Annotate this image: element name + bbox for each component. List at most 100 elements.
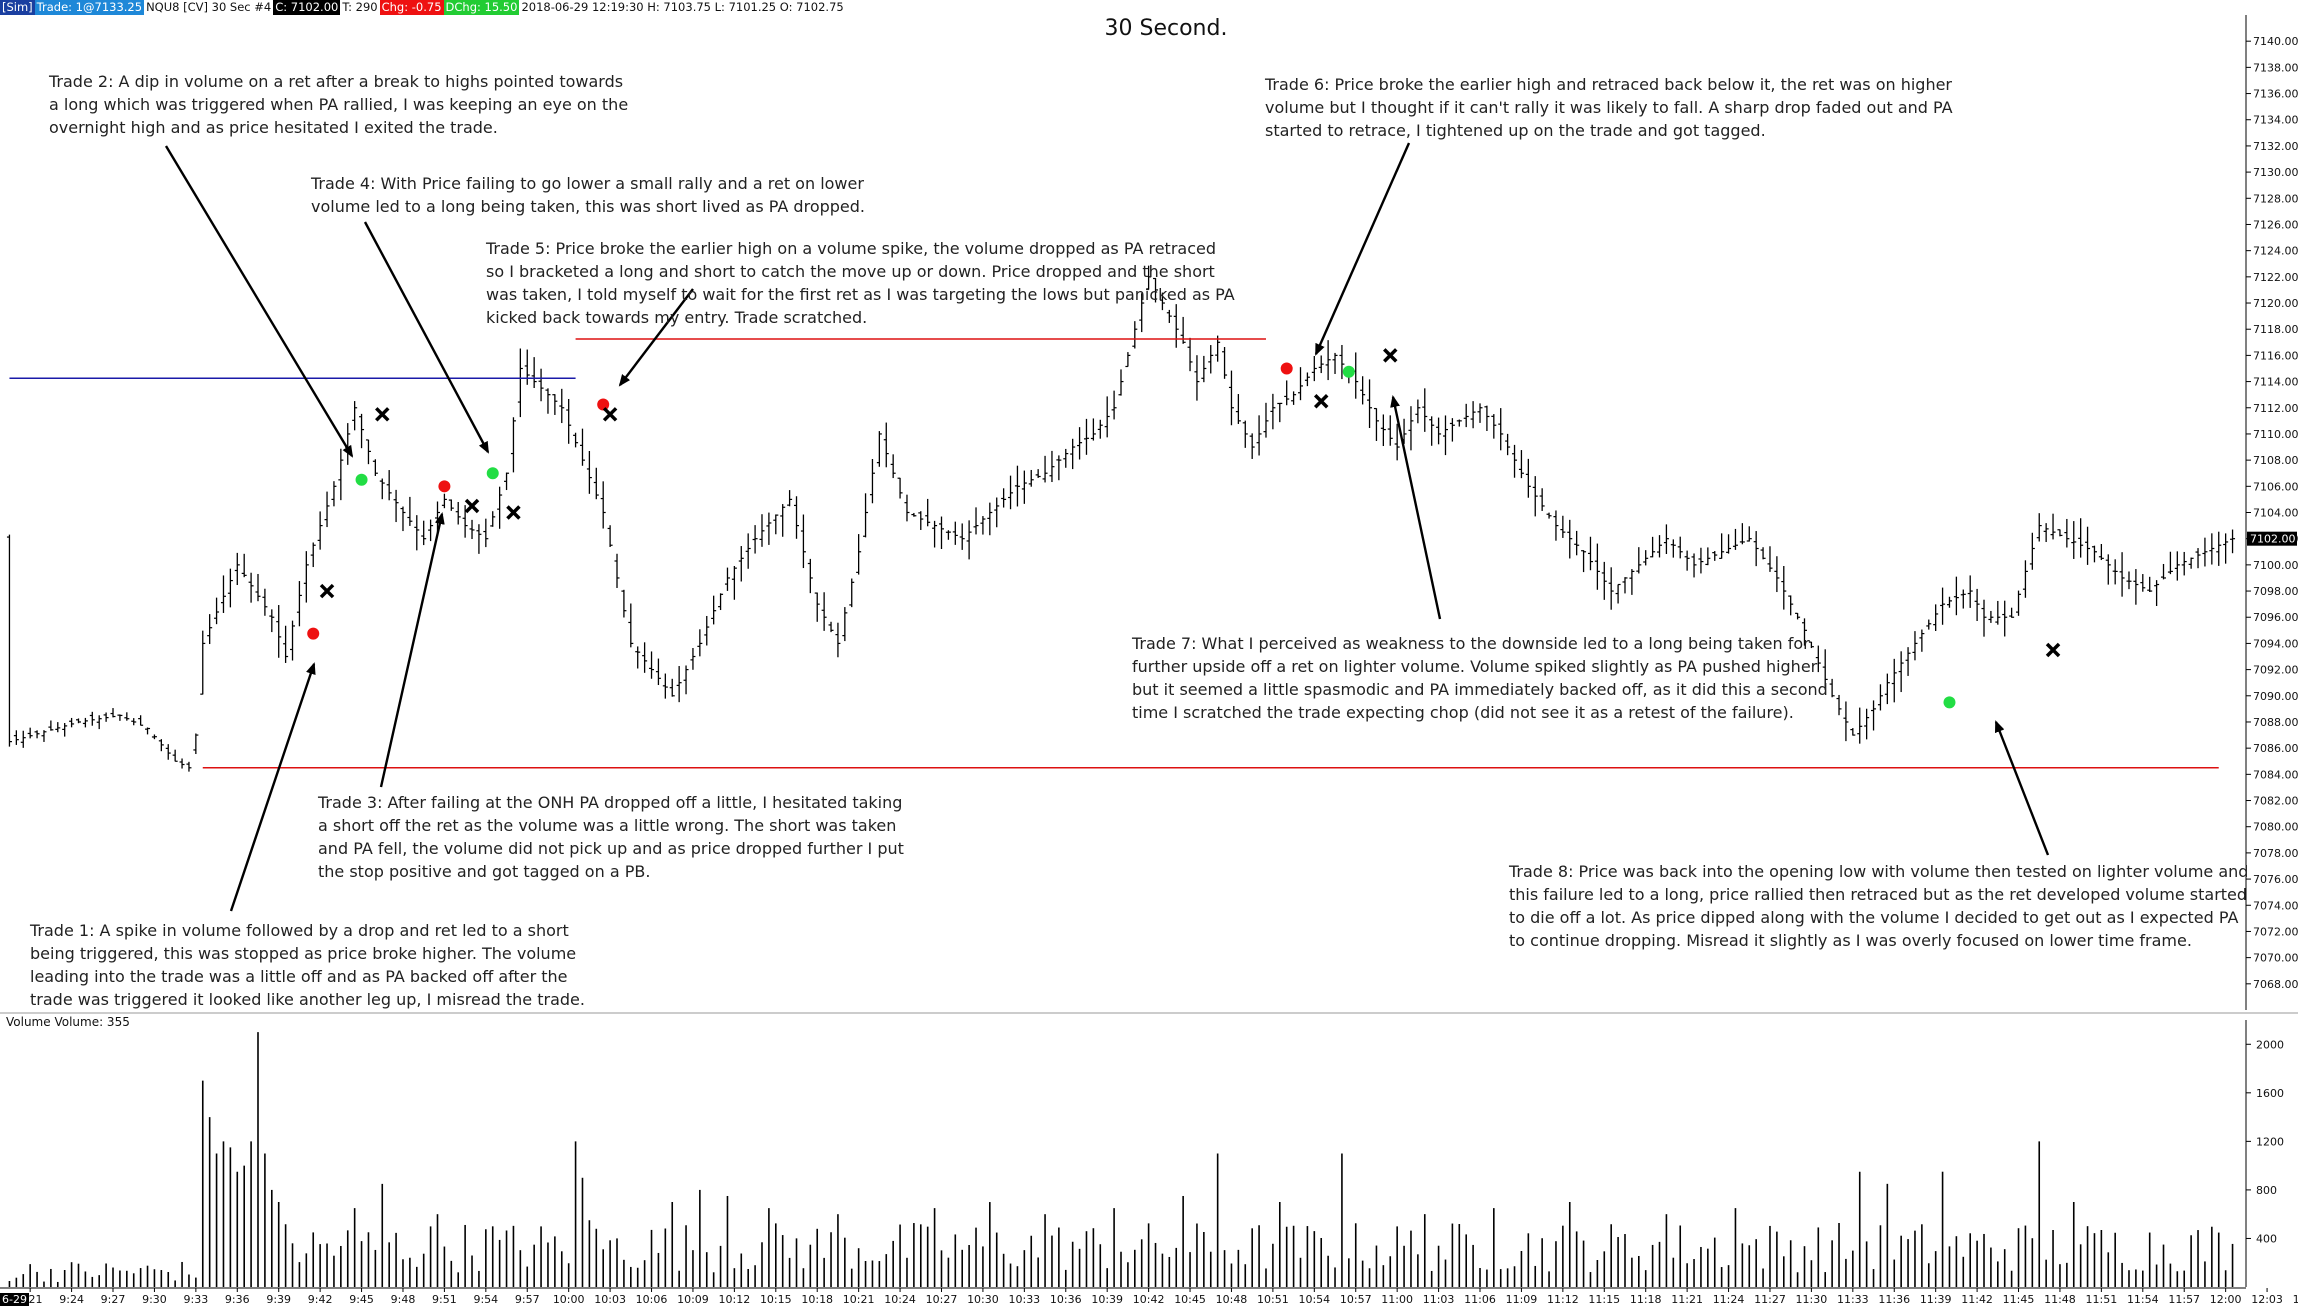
time-tick-label: 9:48 [391,1293,416,1306]
price-tick-label: 7070.00 [2253,952,2298,965]
price-tick-label: 7068.00 [2253,978,2298,991]
price-tick-label: 7078.00 [2253,847,2298,860]
exit-marker [2045,642,2061,658]
close-badge: C: 7102.00 [273,0,341,15]
time-tick-label: 10:30 [967,1293,999,1306]
time-tick-label: 11:12 [1547,1293,1579,1306]
price-tick-label: 7096.00 [2253,611,2298,624]
time-tick-label: 10:09 [677,1293,709,1306]
annotation-trade-3: Trade 3: After failing at the ONH PA dro… [318,793,904,881]
time-tick-label: 12:03 [2251,1293,2283,1306]
chart-header: [Sim] Trade: 1@7133.25 NQU8 [CV] 30 Sec … [0,0,846,15]
exit-marker [1383,348,1398,363]
price-tick-label: 7092.00 [2253,664,2298,677]
time-tick-label: 11:24 [1713,1293,1745,1306]
time-tick-label: 11:03 [1423,1293,1455,1306]
time-tick-label: 11:06 [1464,1293,1496,1306]
annotation-trade-6: Trade 6: Price broke the earlier high an… [1265,75,1953,140]
time-tick-label: 9:36 [225,1293,250,1306]
dchg-badge: DChg: 15.50 [443,0,520,15]
time-tick-label: 11:15 [1588,1293,1620,1306]
position-badge: Trade: 1@7133.25 [34,0,145,15]
time-tick-label: 9:33 [184,1293,209,1306]
exit-marker [464,498,480,514]
price-tick-label: 7136.00 [2253,88,2298,101]
price-tick-label: 7090.00 [2253,690,2298,703]
exit-marker [375,407,390,422]
price-tick-label: 7138.00 [2253,61,2298,74]
price-tick-label: 7074.00 [2253,899,2298,912]
time-tick-label: 10:18 [801,1293,833,1306]
short-entry-marker [438,480,451,493]
instrument-label: NQU8 [CV] 30 Sec #4 [146,0,272,14]
annotation-arrow [1390,395,1442,620]
price-tick-label: 7086.00 [2253,742,2298,755]
annotation-trade-1: Trade 1: A spike in volume followed by a… [30,921,585,1009]
price-tick-label: 7084.00 [2253,768,2298,781]
short-entry-marker [1280,362,1293,375]
exit-marker [506,505,521,520]
price-tick-label: 7130.00 [2253,166,2298,179]
chart-axes: 7140.00 7138.00 7136.00 7134.00 7132.00 7130.… [0,15,2298,1306]
time-tick-label: 11:48 [2044,1293,2076,1306]
annotation-trade-2: Trade 2: A dip in volume on a ret after … [49,72,629,137]
price-tick-label: 7134.00 [2253,114,2298,127]
long-entry-marker [355,473,368,486]
volume-tick-label: 1600 [2256,1087,2284,1100]
time-tick-label: 9:51 [432,1293,457,1306]
price-tick-label: 7118.00 [2253,323,2298,336]
annotation-trade-8: Trade 8: Price was back into the opening… [1509,862,2249,950]
annotation-trade-7: Trade 7: What I perceived as weakness to… [1132,634,1828,722]
annotation-arrow [1314,142,1411,356]
time-tick-label: 10:36 [1050,1293,1082,1306]
sim-badge: [Sim] [0,0,35,15]
time-tick-label: 12:00 [2210,1293,2242,1306]
volume-tick-label: 1200 [2256,1135,2284,1148]
time-tick-label: 11:36 [1878,1293,1910,1306]
time-tick-label: 9:54 [473,1293,498,1306]
time-tick-label: 11:18 [1630,1293,1662,1306]
annotation-arrow [229,662,316,912]
price-tick-label: 7116.00 [2253,349,2298,362]
level-lines [9,338,2219,769]
price-tick-label: 7076.00 [2253,873,2298,886]
volume-panel-label: Volume Volume: 355 [6,1015,130,1029]
exit-marker [319,583,335,599]
time-tick-label: 10:27 [926,1293,958,1306]
time-tick-label: 10:51 [1257,1293,1289,1306]
price-tick-label: 7088.00 [2253,716,2298,729]
short-entry-marker [307,627,320,640]
time-tick-label: 9:24 [59,1293,84,1306]
price-tick-label: 7082.00 [2253,795,2298,808]
short-entry-marker [597,398,610,411]
time-tick-label: 10:39 [1091,1293,1123,1306]
time-tick-label: 10:48 [1216,1293,1248,1306]
time-tick-label: 11:30 [1796,1293,1828,1306]
time-tick-label: 9:57 [515,1293,540,1306]
time-tick-label: 10:00 [553,1293,585,1306]
time-tick-label: 10:12 [719,1293,751,1306]
time-tick-label: 11:54 [2127,1293,2159,1306]
trade-markers [307,348,2061,709]
annotation-arrow [164,145,354,458]
time-tick-label: 10:57 [1340,1293,1372,1306]
price-tick-label: 7112.00 [2253,402,2298,415]
time-tick-label: 10:03 [594,1293,626,1306]
time-tick-label: 9:45 [349,1293,374,1306]
time-tick-label: 11:51 [2086,1293,2118,1306]
time-tick-label: 12:06 [2293,1293,2298,1306]
volume-tick-label: 400 [2256,1232,2277,1245]
time-tick-label: 9:30 [142,1293,167,1306]
annotation-arrow [618,288,694,387]
time-tick-label: 10:21 [843,1293,875,1306]
time-tick-label: 11:09 [1506,1293,1538,1306]
time-tick-label: 11:42 [1961,1293,1993,1306]
price-tick-label: 7128.00 [2253,192,2298,205]
price-tick-label: 7094.00 [2253,637,2298,650]
chart-title: 30 Second. [1104,16,1228,41]
long-entry-marker [1943,696,1956,709]
time-tick-label: 10:42 [1133,1293,1165,1306]
long-entry-marker [486,467,499,480]
time-tick-label: 11:45 [2003,1293,2035,1306]
price-tick-label: 7100.00 [2253,559,2298,572]
